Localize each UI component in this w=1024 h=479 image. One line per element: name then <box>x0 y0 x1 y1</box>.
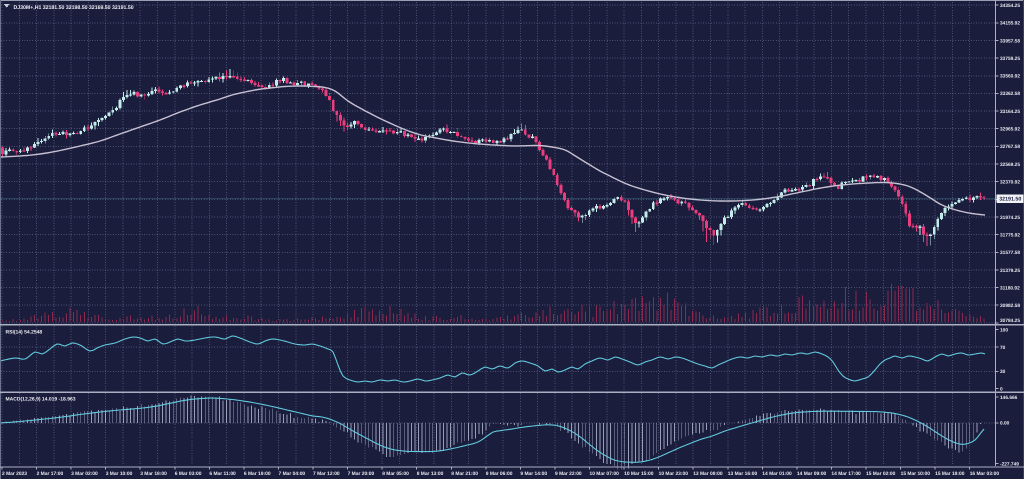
svg-text:14 Mar 01:00: 14 Mar 01:00 <box>762 471 792 477</box>
svg-text:70: 70 <box>1000 345 1006 351</box>
svg-text:33362.58: 33362.58 <box>1000 91 1020 97</box>
svg-text:0: 0 <box>1000 386 1003 392</box>
svg-text:3 Mar 10:00: 3 Mar 10:00 <box>106 471 133 477</box>
svg-text:6 Mar 19:00: 6 Mar 19:00 <box>244 471 271 477</box>
svg-text:-227.749: -227.749 <box>1000 461 1019 467</box>
svg-text:33164.25: 33164.25 <box>1000 109 1020 115</box>
svg-text:32569.25: 32569.25 <box>1000 162 1020 168</box>
svg-text:32767.58: 32767.58 <box>1000 144 1020 150</box>
svg-text:9 Mar 06:00: 9 Mar 06:00 <box>486 471 513 477</box>
svg-text:32191.50: 32191.50 <box>999 197 1021 203</box>
svg-text:146.666: 146.666 <box>1000 395 1018 401</box>
svg-text:34354.25: 34354.25 <box>1000 3 1020 9</box>
svg-text:31379.25: 31379.25 <box>1000 268 1020 274</box>
svg-text:8 Mar 05:00: 8 Mar 05:00 <box>382 471 409 477</box>
svg-text:15 Mar 10:00: 15 Mar 10:00 <box>901 471 931 477</box>
svg-text:30784.25: 30784.25 <box>1000 318 1020 324</box>
svg-text:13 Mar 16:00: 13 Mar 16:00 <box>728 471 758 477</box>
svg-text:7 Mar 04:00: 7 Mar 04:00 <box>279 471 306 477</box>
svg-text:2 Mar 17:00: 2 Mar 17:00 <box>37 471 64 477</box>
svg-text:16 Mar 03:00: 16 Mar 03:00 <box>970 471 1000 477</box>
svg-text:33560.92: 33560.92 <box>1000 74 1020 80</box>
svg-text:32965.92: 32965.92 <box>1000 127 1020 133</box>
svg-text:10 Mar 23:00: 10 Mar 23:00 <box>659 471 689 477</box>
svg-text:31577.58: 31577.58 <box>1000 250 1020 256</box>
svg-text:9 Mar 14:00: 9 Mar 14:00 <box>520 471 547 477</box>
svg-text:100: 100 <box>1000 327 1008 333</box>
svg-text:3 Mar 18:00: 3 Mar 18:00 <box>140 471 167 477</box>
svg-text:MACD(12,26,9) 14.019 -18.963: MACD(12,26,9) 14.019 -18.963 <box>6 397 76 403</box>
svg-text:8 Mar 13:00: 8 Mar 13:00 <box>417 471 444 477</box>
svg-text:33957.58: 33957.58 <box>1000 38 1020 44</box>
svg-text:33759.25: 33759.25 <box>1000 56 1020 62</box>
svg-text:6 Mar 03:00: 6 Mar 03:00 <box>175 471 202 477</box>
svg-text:15 Mar 18:00: 15 Mar 18:00 <box>935 471 965 477</box>
svg-text:RSI(14) 54.2548: RSI(14) 54.2548 <box>6 330 43 336</box>
svg-text:7 Mar 12:00: 7 Mar 12:00 <box>313 471 340 477</box>
svg-text:30982.58: 30982.58 <box>1000 303 1020 309</box>
svg-text:14 Mar 09:00: 14 Mar 09:00 <box>797 471 827 477</box>
svg-text:31974.25: 31974.25 <box>1000 215 1020 221</box>
svg-text:32370.92: 32370.92 <box>1000 180 1020 186</box>
svg-text:13 Mar 08:00: 13 Mar 08:00 <box>693 471 723 477</box>
svg-text:9 Mar 22:00: 9 Mar 22:00 <box>555 471 582 477</box>
svg-text:3 Mar 02:00: 3 Mar 02:00 <box>71 471 98 477</box>
svg-text:8 Mar 21:00: 8 Mar 21:00 <box>451 471 478 477</box>
svg-text:7 Mar 20:00: 7 Mar 20:00 <box>348 471 375 477</box>
svg-text:2 Mar 2023: 2 Mar 2023 <box>2 471 27 477</box>
svg-text:15 Mar 02:00: 15 Mar 02:00 <box>866 471 896 477</box>
svg-text:30: 30 <box>1000 369 1006 375</box>
svg-text:10 Mar 07:00: 10 Mar 07:00 <box>590 471 620 477</box>
svg-text:14 Mar 17:00: 14 Mar 17:00 <box>831 471 861 477</box>
svg-text:0.00: 0.00 <box>1000 421 1010 427</box>
svg-text:34155.92: 34155.92 <box>1000 21 1020 27</box>
svg-text:31180.92: 31180.92 <box>1000 285 1020 291</box>
svg-text:6 Mar 11:00: 6 Mar 11:00 <box>209 471 236 477</box>
svg-text:DJ30M+,H1 32181.50 32198.50 32: DJ30M+,H1 32181.50 32198.50 32169.50 321… <box>14 5 134 11</box>
svg-text:10 Mar 15:00: 10 Mar 15:00 <box>624 471 654 477</box>
svg-text:31775.92: 31775.92 <box>1000 232 1020 238</box>
